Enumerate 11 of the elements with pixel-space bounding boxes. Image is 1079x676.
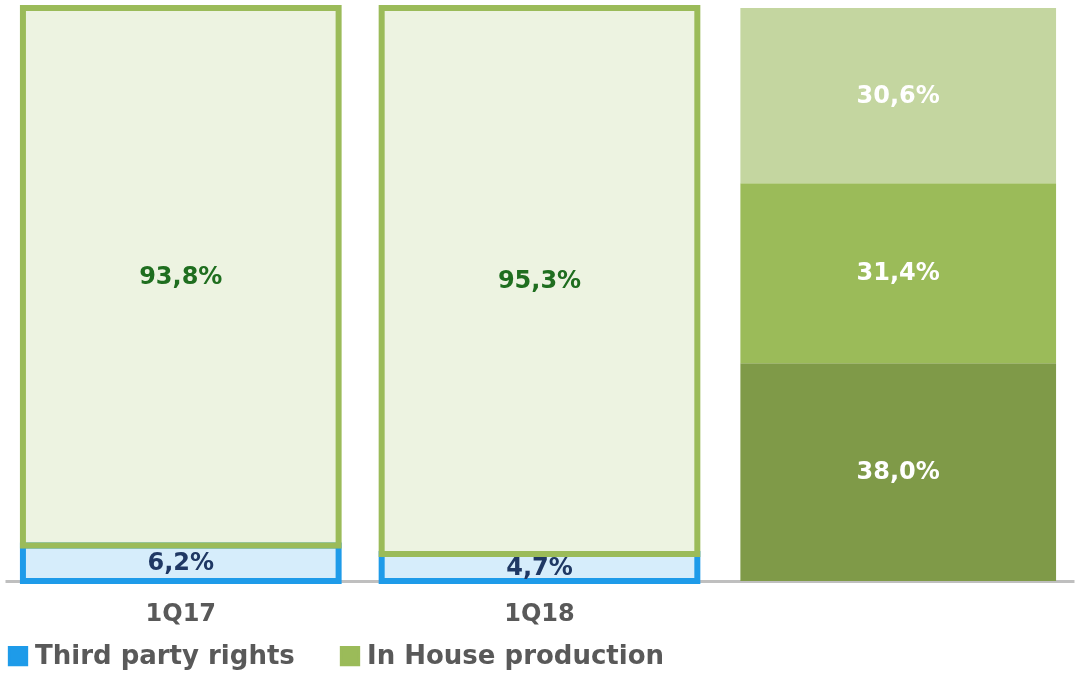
data-label: 93,8% [139, 261, 223, 290]
data-label: 30,6% [856, 80, 940, 109]
x-tick-label: 1Q17 [145, 598, 217, 627]
legend-label: In House production [367, 640, 665, 671]
data-label: 4,7% [506, 552, 573, 581]
data-label: 38,0% [856, 457, 940, 486]
legend-label: Third party rights [35, 640, 295, 671]
data-label: 6,2% [147, 548, 215, 577]
data-label: 31,4% [856, 258, 940, 287]
x-tick-label: 1Q18 [504, 598, 575, 627]
data-label: 95,3% [497, 266, 582, 295]
